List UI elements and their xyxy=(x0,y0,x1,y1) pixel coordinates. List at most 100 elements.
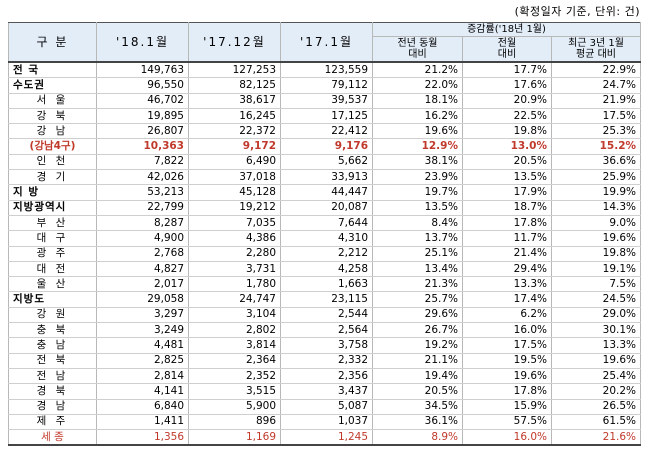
table-row: 광 주 2,768 2,280 2,212 25.1% 21.4% 19.8% xyxy=(8,246,642,262)
table-row: 강 남 26,807 22,372 22,412 19.6% 19.8% 25.3% xyxy=(8,123,642,140)
region-cell: 강 북 xyxy=(8,108,97,125)
region-cell: 세 종 xyxy=(8,429,97,447)
value-2018-jan-cell: 96,550 xyxy=(96,77,189,94)
avg-rate-cell: 19.6% xyxy=(550,353,642,369)
region-cell: 울 산 xyxy=(8,276,97,293)
value-2017-dec-cell: 82,125 xyxy=(188,77,281,94)
yoy-rate-cell: 22.0% xyxy=(372,77,463,94)
mom-rate-cell: 17.6% xyxy=(462,77,552,94)
value-2017-jan-cell: 79,112 xyxy=(280,77,373,94)
header-col-2017-dec: '17.12월 xyxy=(188,22,281,63)
region-cell: 인 천 xyxy=(8,154,97,171)
mom-rate-cell: 17.9% xyxy=(462,184,552,201)
mom-rate-cell: 29.4% xyxy=(462,261,552,278)
table-row: 수도권 96,550 82,125 79,112 22.0% 17.6% 24.7% xyxy=(8,77,642,94)
value-2017-dec-cell: 22,372 xyxy=(188,123,281,140)
header-region: 구 분 xyxy=(8,22,97,63)
table-row: 세 종 1,356 1,169 1,245 8.9% 16.0% 21.6% xyxy=(8,429,642,447)
value-2017-dec-cell: 6,490 xyxy=(188,154,281,171)
avg-rate-cell: 36.6% xyxy=(550,154,642,171)
table-row: 지 방 53,213 45,128 44,447 19.7% 17.9% 19.9% xyxy=(8,184,642,201)
value-2017-jan-cell: 1,245 xyxy=(280,429,373,447)
yoy-rate-cell: 29.6% xyxy=(372,307,463,324)
avg-rate-cell: 19.6% xyxy=(550,230,642,247)
mom-rate-cell: 22.5% xyxy=(462,108,552,125)
avg-rate-cell: 19.8% xyxy=(550,246,642,262)
yoy-rate-cell: 21.3% xyxy=(372,276,463,293)
value-2018-jan-cell: 6,840 xyxy=(96,399,189,415)
region-cell: 부 산 xyxy=(8,215,97,232)
value-2017-jan-cell: 5,087 xyxy=(280,399,373,415)
yoy-rate-cell: 25.7% xyxy=(372,291,463,308)
avg-rate-cell: 24.7% xyxy=(550,77,642,94)
region-cell: 경 북 xyxy=(8,383,97,400)
mom-rate-cell: 17.5% xyxy=(462,337,552,354)
yoy-rate-cell: 23.9% xyxy=(372,169,463,186)
value-2017-jan-cell: 2,212 xyxy=(280,246,373,262)
yoy-rate-cell: 13.7% xyxy=(372,230,463,247)
table-row: 대 구 4,900 4,386 4,310 13.7% 11.7% 19.6% xyxy=(8,230,642,247)
mom-rate-cell: 19.5% xyxy=(462,353,552,369)
value-2017-dec-cell: 2,802 xyxy=(188,322,281,339)
table-row: 전 국 149,763 127,253 123,559 21.2% 17.7% 22.9% xyxy=(8,61,642,79)
region-cell: 광 주 xyxy=(8,246,97,262)
value-2018-jan-cell: 7,822 xyxy=(96,154,189,171)
avg-rate-cell: 61.5% xyxy=(550,414,642,431)
value-2017-dec-cell: 2,364 xyxy=(188,353,281,369)
avg-rate-cell: 15.2% xyxy=(550,138,642,155)
value-2017-dec-cell: 9,172 xyxy=(188,138,281,155)
avg-rate-cell: 7.5% xyxy=(550,276,642,293)
header-change-rate-group: 증감률('18년 1월) xyxy=(371,22,642,37)
value-2018-jan-cell: 1,411 xyxy=(96,414,189,431)
yoy-rate-cell: 38.1% xyxy=(372,154,463,171)
value-2017-jan-cell: 123,559 xyxy=(280,61,373,79)
avg-rate-cell: 24.5% xyxy=(550,291,642,308)
yoy-rate-cell: 20.5% xyxy=(372,383,463,400)
avg-rate-cell: 25.9% xyxy=(550,169,642,186)
mom-rate-cell: 19.6% xyxy=(462,368,552,385)
avg-rate-cell: 13.3% xyxy=(550,337,642,354)
avg-rate-cell: 17.5% xyxy=(550,108,642,125)
region-cell: 제 주 xyxy=(8,414,97,431)
yoy-rate-cell: 13.4% xyxy=(372,261,463,278)
mom-rate-cell: 13.3% xyxy=(462,276,552,293)
table-row: 경 기 42,026 37,018 33,913 23.9% 13.5% 25.9% xyxy=(8,169,642,186)
region-cell: 전 남 xyxy=(8,368,97,385)
mom-rate-cell: 18.7% xyxy=(462,199,552,216)
value-2017-jan-cell: 3,437 xyxy=(280,383,373,400)
value-2018-jan-cell: 149,763 xyxy=(96,61,189,79)
unit-note: (확정일자 기준, 단위: 건) xyxy=(514,5,640,18)
header-col-2018-jan: '18.1월 xyxy=(96,22,189,63)
region-cell: 지방도 xyxy=(8,291,97,308)
region-cell: 전 국 xyxy=(8,61,97,79)
avg-rate-cell: 19.9% xyxy=(550,184,642,201)
yoy-rate-cell: 12.9% xyxy=(372,138,463,155)
value-2017-dec-cell: 45,128 xyxy=(188,184,281,201)
mom-rate-cell: 17.7% xyxy=(462,61,552,79)
avg-rate-cell: 25.3% xyxy=(550,123,642,140)
value-2017-jan-cell: 4,258 xyxy=(280,261,373,278)
value-2017-dec-cell: 24,747 xyxy=(188,291,281,308)
mom-rate-cell: 17.4% xyxy=(462,291,552,308)
mom-rate-cell: 6.2% xyxy=(462,307,552,324)
yoy-rate-cell: 19.6% xyxy=(372,123,463,140)
value-2017-jan-cell: 3,758 xyxy=(280,337,373,354)
yoy-rate-cell: 13.5% xyxy=(372,199,463,216)
table-row: 지방광역시 22,799 19,212 20,087 13.5% 18.7% 14.3% xyxy=(8,199,642,216)
value-2018-jan-cell: 46,702 xyxy=(96,93,189,109)
table-row: 서 울 46,702 38,617 39,537 18.1% 20.9% 21.9% xyxy=(8,93,642,109)
table-row: 강 북 19,895 16,245 17,125 16.2% 22.5% 17.5% xyxy=(8,108,642,125)
value-2017-dec-cell: 127,253 xyxy=(188,61,281,79)
mom-rate-cell: 57.5% xyxy=(462,414,552,431)
mom-rate-cell: 17.8% xyxy=(462,215,552,232)
region-cell: 충 북 xyxy=(8,322,97,339)
mom-rate-cell: 17.8% xyxy=(462,383,552,400)
table-row: 대 전 4,827 3,731 4,258 13.4% 29.4% 19.1% xyxy=(8,261,642,278)
value-2017-jan-cell: 2,332 xyxy=(280,353,373,369)
mom-rate-cell: 20.9% xyxy=(462,93,552,109)
avg-rate-cell: 26.5% xyxy=(550,399,642,415)
value-2017-jan-cell: 5,662 xyxy=(280,154,373,171)
value-2017-jan-cell: 33,913 xyxy=(280,169,373,186)
header-col-2017-jan: '17.1월 xyxy=(280,22,373,63)
table-row: 전 북 2,825 2,364 2,332 21.1% 19.5% 19.6% xyxy=(8,353,642,369)
